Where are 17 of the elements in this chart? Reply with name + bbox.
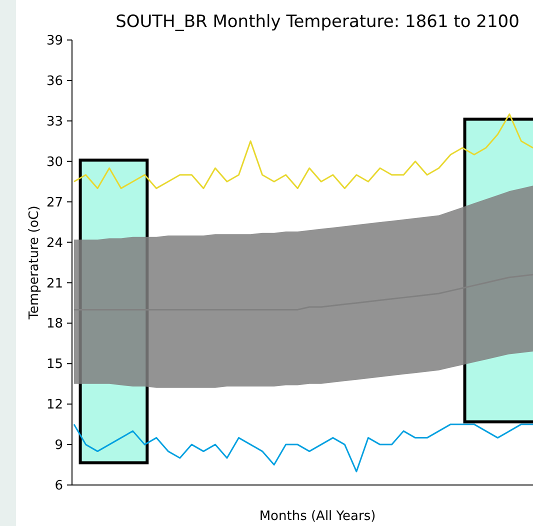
- x-axis-title: Months (All Years): [259, 509, 376, 524]
- y-tick-label: 30: [46, 154, 63, 170]
- chart-title: SOUTH_BR Monthly Temperature: 1861 to 2100: [116, 12, 520, 32]
- y-tick-label: 33: [46, 114, 63, 130]
- line-series: [73, 424, 533, 472]
- y-tick-label: 15: [46, 357, 63, 372]
- y-tick-label: 18: [46, 316, 63, 332]
- y-tick-label: 6: [54, 478, 63, 494]
- y-axis-title: Temperature (oC): [27, 206, 42, 320]
- y-tick-label: 27: [46, 195, 63, 210]
- line-series: [73, 113, 533, 190]
- y-tick-label: 21: [46, 276, 63, 292]
- y-tick-label: 36: [46, 74, 63, 90]
- y-tick-label: 12: [46, 398, 63, 413]
- y-tick-label: 39: [46, 34, 63, 49]
- y-tick-label: 9: [54, 438, 63, 454]
- y-tick-label: 24: [46, 236, 63, 251]
